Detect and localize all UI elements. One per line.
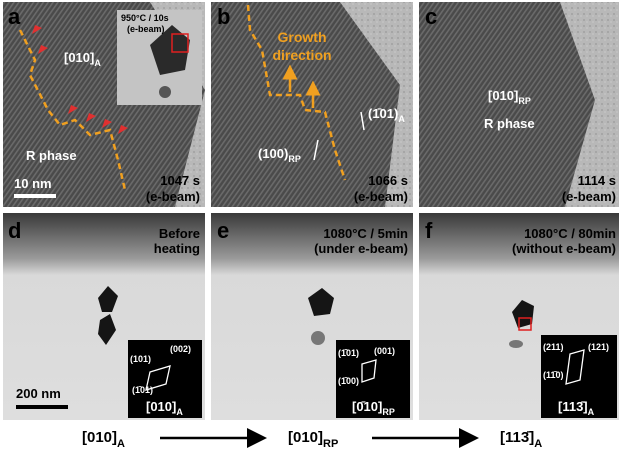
panel-label: f (425, 218, 433, 243)
plane-sub: RP (288, 154, 301, 164)
caption: (under e-beam) (314, 241, 408, 256)
phase-label: R phase (484, 116, 535, 131)
zone-main: [113̄] (558, 399, 588, 414)
zone-sub: A (176, 407, 183, 417)
plane-main: (100) (258, 146, 288, 161)
zone-sub: RP (323, 438, 338, 450)
sequence: [010]A [010]RP [113̄]A (82, 429, 542, 450)
phase-label: R phase (26, 148, 77, 163)
inset-caption: (e-beam) (127, 24, 165, 34)
panel-label: c (425, 4, 437, 29)
time: 1047 s (160, 173, 200, 188)
zone-main: [113̄] (500, 429, 534, 446)
panel-label: e (217, 218, 229, 243)
panel-label: d (8, 218, 21, 243)
fft-label: (1̄01) (338, 348, 359, 358)
fft-label: (1̄01) (132, 385, 153, 395)
zone-main: [0̄10] (352, 399, 382, 414)
panel-label: a (8, 4, 21, 29)
zone-main: [010] (488, 88, 518, 103)
scale-bar-label: 10 nm (14, 176, 52, 191)
sequence-step: [010]RP (288, 429, 338, 450)
fft-label: (101) (130, 354, 151, 364)
sequence-step: [010]A (82, 429, 125, 450)
fft-label: (001) (374, 346, 395, 356)
sequence-step: [113̄]A (500, 429, 542, 450)
crystal (419, 2, 595, 207)
condition: (e-beam) (562, 189, 616, 204)
time: 1066 s (368, 173, 408, 188)
caption: Before (159, 226, 200, 241)
scale-bar (16, 405, 68, 409)
scale-bar (14, 194, 56, 198)
annotation: direction (272, 47, 331, 63)
caption: 1080°C / 80min (524, 226, 616, 241)
fft-label: (121) (588, 342, 609, 352)
panel-b: b Growth direction (1̄01)A (100)RP 1066 … (211, 2, 413, 207)
zone-main: [010] (146, 399, 176, 414)
time: 1114 s (578, 173, 616, 188)
condition: (e-beam) (146, 189, 200, 204)
zone-sub: RP (518, 96, 531, 106)
zone-sub: A (94, 58, 101, 68)
caption: heating (154, 241, 200, 256)
caption: 1080°C / 5min (323, 226, 408, 241)
condition: (e-beam) (354, 189, 408, 204)
zone-sub: A (534, 438, 542, 450)
annotation: Growth (278, 29, 327, 45)
zone-sub: RP (382, 407, 395, 417)
zone-sub: A (117, 438, 125, 450)
plane-sub: A (398, 114, 405, 124)
plane-main: (1̄01) (368, 106, 398, 121)
zone-main: [010] (64, 50, 94, 65)
fft-label: (1̄00) (338, 376, 359, 386)
panel-e: e 1080°C / 5min (under e-beam) (1̄01) (0… (211, 213, 413, 420)
zone-main: [010] (82, 429, 117, 446)
panel-c: c [010]RP R phase 1114 s (e-beam) (419, 2, 619, 207)
zone-main: [010] (288, 429, 323, 446)
caption: (without e-beam) (512, 241, 616, 256)
zone-sub: A (588, 407, 595, 417)
fft-label: (002) (170, 344, 191, 354)
panel-label: b (217, 4, 230, 29)
panel-a: 950°C / 10s (e-beam) a [010]A R phase 10… (3, 2, 205, 207)
fft-label: (11̄0) (543, 370, 564, 380)
scale-bar-label: 200 nm (16, 386, 61, 401)
fft-label: (211) (543, 342, 564, 352)
inset-caption: 950°C / 10s (121, 13, 169, 23)
panel-d: d Before heating (101) (002) (1̄01) [010… (3, 213, 205, 420)
figure: 950°C / 10s (e-beam) a [010]A R phase 10… (0, 0, 619, 450)
panel-f: f 1080°C / 80min (without e-beam) (211) … (419, 213, 619, 420)
